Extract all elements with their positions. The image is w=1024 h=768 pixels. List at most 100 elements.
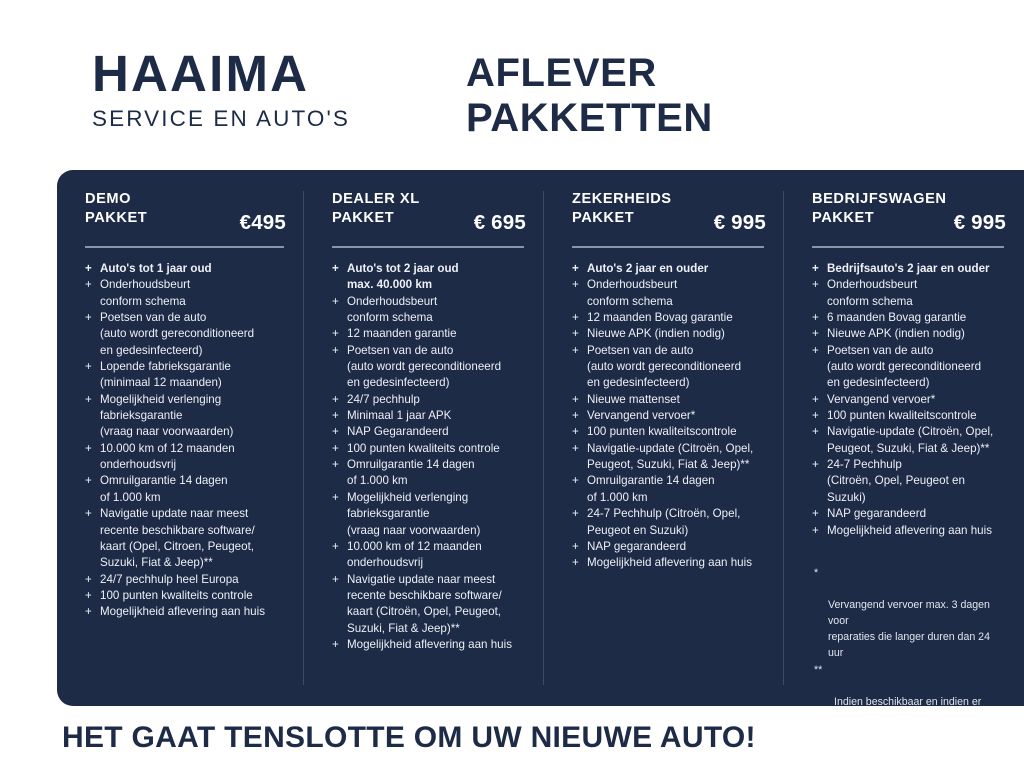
feature-text: 6 maanden Bovag garantie — [827, 311, 967, 325]
page-title: AFLEVER PAKKETTEN — [466, 51, 713, 141]
list-item: + Omruilgarantie 14 dagen of 1.000 km — [85, 473, 286, 506]
package-header: DEALER XL PAKKET € 695 — [332, 190, 526, 236]
package-price: € 695 — [473, 211, 526, 234]
footnote-text: Vervangend vervoer max. 3 dagen voor rep… — [828, 598, 990, 659]
package-column-dealer-xl: DEALER XL PAKKET € 695 + Auto's tot 2 jaa… — [304, 170, 544, 706]
column-divider — [543, 191, 544, 685]
list-item: + Auto's 2 jaar en ouder — [572, 261, 766, 277]
list-item: + Omruilgarantie 14 dagen of 1.000 km — [332, 457, 526, 490]
feature-text: Poetsen van de auto (auto wordt gerecond… — [827, 343, 982, 390]
feature-text: Omruilgarantie 14 dagen of 1.000 km — [347, 458, 475, 488]
list-item: + Poetsen van de auto (auto wordt gerecon… — [812, 343, 1006, 392]
list-item: +24-7 Pechhulp (Citroën, Opel, Peugeot e… — [572, 506, 766, 539]
feature-text: Navigatie-update (Citroën, Opel, Peugeot… — [587, 441, 754, 472]
plus-icon: + — [572, 311, 579, 325]
page-footer: HET GAAT TENSLOTTE OM UW NIEUWE AUTO! — [0, 706, 1024, 768]
list-item: + NAP gegarandeerd — [572, 539, 766, 555]
footer-slogan: HET GAAT TENSLOTTE OM UW NIEUWE AUTO! — [62, 721, 756, 754]
list-item: +100 punten kwaliteitscontrole — [812, 408, 1006, 424]
list-item: +24-7 Pechhulp (Citroën, Opel, Peugeot e… — [812, 457, 1006, 506]
plus-icon: + — [332, 392, 339, 406]
plus-icon: + — [572, 278, 579, 292]
feature-text: Onderhoudsbeurt conform schema — [347, 294, 438, 325]
list-item: + Navigatie-update (Citroën, Opel, Peugeo… — [572, 441, 766, 474]
feature-text: 24/7 pechhulp heel Europa — [100, 572, 239, 586]
feature-text: Lopende fabrieksgarantie (minimaal 12 ma… — [100, 360, 231, 390]
feature-text: Mogelijkheid verlenging fabrieksgarantie… — [100, 392, 234, 439]
package-price: € 995 — [953, 211, 1006, 234]
package-header: DEMO PAKKET €495 — [85, 190, 286, 236]
page-title-line-1: AFLEVER — [466, 51, 657, 95]
plus-icon: + — [812, 262, 819, 275]
plus-icon: + — [332, 343, 339, 357]
list-item: + Vervangend vervoer* — [572, 408, 766, 424]
page-header: HAAIMA SERVICE EN AUTO'S AFLEVER PAKKETT… — [0, 0, 1024, 170]
feature-text: 100 punten kwaliteits controle — [347, 441, 500, 455]
list-item: + Minimaal 1 jaar APK — [332, 408, 526, 424]
feature-text: Navigatie update naar meest recente besc… — [347, 572, 502, 635]
brand-tagline: SERVICE EN AUTO'S — [92, 106, 350, 131]
plus-icon: + — [812, 311, 819, 325]
plus-icon: + — [85, 311, 92, 325]
package-column-bedrijfswagen: BEDRIJFSWAGEN PAKKET € 995 + Bedrijfsauto… — [784, 170, 1024, 724]
list-item: + NAP gegarandeerd — [812, 506, 1006, 522]
list-item: +24/7 pechhulp — [332, 392, 526, 408]
plus-icon: + — [812, 425, 819, 439]
feature-text: Navigatie-update (Citroën, Opel, Peugeot… — [827, 425, 994, 455]
feature-text: NAP gegarandeerd — [827, 507, 927, 521]
plus-icon: + — [332, 327, 339, 341]
list-item: + Mogelijkheid aflevering aan huis — [85, 604, 286, 620]
plus-icon: + — [332, 637, 339, 651]
feature-text: 10.000 km of 12 maanden onderhoudsvrij — [347, 539, 482, 570]
list-item: +6 maanden Bovag garantie — [812, 310, 1006, 326]
plus-icon: + — [332, 441, 339, 455]
brand-name: HAAIMA — [92, 45, 310, 102]
list-item: +12 maanden garantie — [332, 326, 526, 342]
plus-icon: + — [332, 539, 339, 553]
list-item: + Poetsen van de auto (auto wordt gerecon… — [85, 310, 286, 359]
plus-icon: + — [85, 572, 92, 586]
feature-text: Auto's 2 jaar en ouder — [587, 262, 709, 275]
plus-icon: + — [85, 360, 92, 374]
list-item: +24/7 pechhulp heel Europa — [85, 572, 286, 588]
header-divider — [572, 246, 764, 248]
feature-text: Poetsen van de auto (auto wordt gerecond… — [587, 343, 742, 390]
package-header: ZEKERHEIDS PAKKET € 995 — [572, 190, 766, 236]
plus-icon: + — [812, 392, 819, 406]
feature-text: Vervangend vervoer* — [827, 392, 936, 406]
list-item: + NAP Gegarandeerd — [332, 424, 526, 440]
column-divider — [783, 191, 784, 685]
list-item: + Auto's tot 2 jaar oud max. 40.000 km — [332, 261, 526, 294]
plus-icon: + — [812, 523, 819, 537]
plus-icon: + — [572, 409, 579, 423]
feature-text: NAP Gegarandeerd — [347, 425, 449, 439]
list-item: +100 punten kwaliteitscontrole — [572, 424, 766, 440]
plus-icon: + — [572, 262, 579, 275]
package-title: DEMO PAKKET — [85, 191, 148, 226]
footnote-marker: ** — [814, 663, 823, 676]
plus-icon: + — [572, 343, 579, 357]
plus-icon: + — [332, 572, 339, 586]
plus-icon: + — [572, 474, 579, 488]
header-divider — [332, 246, 524, 248]
plus-icon: + — [332, 409, 339, 423]
list-item: + Navigatie-update (Citroën, Opel, Peugeo… — [812, 424, 1006, 457]
header-divider — [85, 246, 284, 248]
package-price: €495 — [239, 211, 286, 234]
list-item: + Mogelijkheid aflevering aan huis — [812, 523, 1006, 539]
feature-list: + Auto's tot 2 jaar oud max. 40.000 km + O… — [332, 261, 526, 653]
feature-text: 24/7 pechhulp — [347, 392, 420, 406]
feature-text: Mogelijkheid aflevering aan huis — [347, 637, 512, 651]
list-item: + Vervangend vervoer* — [812, 392, 1006, 408]
list-item: +100 punten kwaliteits controle — [332, 441, 526, 457]
plus-icon: + — [812, 458, 819, 472]
plus-icon: + — [85, 441, 92, 455]
feature-list: + Bedrijfsauto's 2 jaar en ouder + Onderho… — [812, 261, 1006, 539]
plus-icon: + — [812, 278, 819, 292]
feature-list: + Auto's 2 jaar en ouder + Onderhoudsbeurt… — [572, 261, 766, 572]
plus-icon: + — [85, 392, 92, 406]
plus-icon: + — [572, 327, 579, 341]
package-column-demo: DEMO PAKKET €495 + Auto's tot 1 jaar oud … — [57, 170, 304, 706]
packages-columns: DEMO PAKKET €495 + Auto's tot 1 jaar oud … — [57, 170, 1024, 724]
